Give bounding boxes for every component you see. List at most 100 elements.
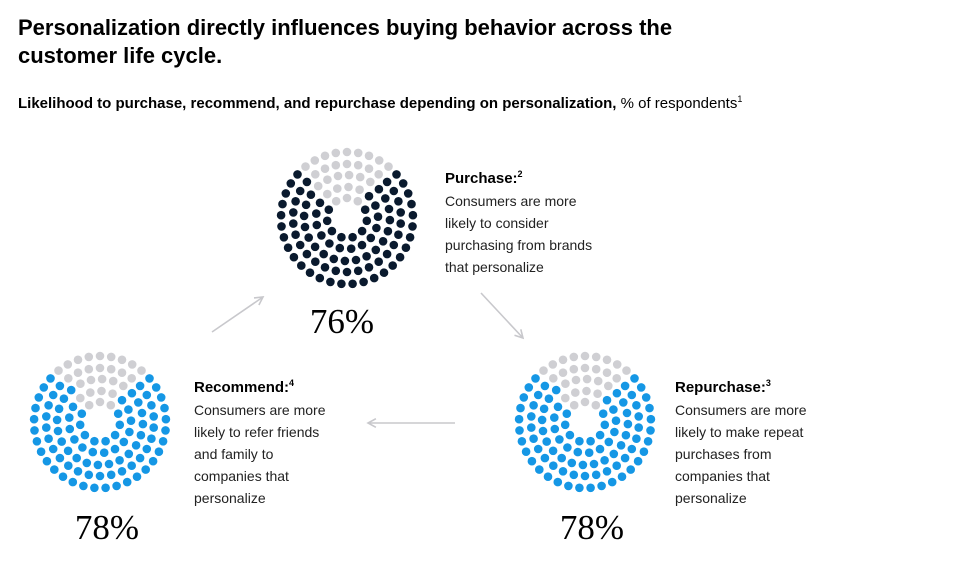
purchase-share-dot: [337, 232, 346, 242]
purchase-share-dot: [385, 215, 395, 225]
purchase-share-dot: [396, 219, 406, 228]
repurchase-share-dot: [630, 374, 639, 383]
purchase-description-line: purchasing from brands: [445, 237, 593, 253]
repurchase-share-dot: [620, 381, 630, 391]
repurchase-share-dot: [595, 444, 605, 454]
purchase-share-dot: [315, 273, 325, 283]
purchase-share-dot: [378, 237, 388, 246]
repurchase-remainder-dot: [561, 379, 570, 389]
purchase-share-dot: [374, 257, 384, 267]
recommend-share-dot: [42, 423, 51, 432]
recommend-share-dot: [161, 426, 170, 435]
repurchase-share-dot: [643, 437, 653, 446]
repurchase-share-dot: [515, 426, 524, 435]
repurchase-share-dot: [632, 401, 641, 410]
purchase-share-dot: [306, 190, 316, 199]
purchase-share-dot: [372, 223, 381, 233]
purchase-remainder-dot: [342, 193, 352, 203]
recommend-share-dot: [147, 401, 156, 410]
recommend-share-dot: [53, 426, 63, 436]
recommend-share-dot: [154, 447, 164, 457]
repurchase-share-dot: [524, 383, 534, 392]
repurchase-share-dot: [634, 412, 643, 421]
recommend-share-dot: [65, 424, 75, 434]
purchase-description: Consumers are more likely to consider pu…: [445, 190, 625, 278]
purchase-remainder-dot: [320, 164, 330, 173]
repurchase-share-dot: [632, 434, 641, 444]
repurchase-remainder-dot: [569, 352, 579, 362]
repurchase-share-dot: [565, 430, 575, 440]
purchase-share-dot: [382, 177, 392, 187]
repurchase-remainder-dot: [539, 366, 548, 375]
purchase-share-dot: [342, 267, 352, 277]
repurchase-description-line: companies that: [675, 468, 770, 484]
recommend-share-dot: [77, 409, 87, 419]
repurchase-remainder-dot: [593, 376, 603, 386]
purchase-share-dot: [403, 189, 413, 198]
repurchase-share-dot: [586, 436, 595, 446]
repurchase-description: Consumers are more likely to make repeat…: [675, 399, 855, 509]
recommend-share-dot: [79, 481, 88, 491]
purchase-remainder-dot: [331, 148, 341, 158]
repurchase-share-dot: [607, 477, 617, 487]
recommend-remainder-dot: [97, 386, 106, 396]
repurchase-share-dot: [527, 423, 536, 432]
purchase-share-dot: [382, 249, 392, 259]
repurchase-share-dot: [586, 483, 595, 493]
dot-circles: [29, 147, 656, 493]
recommend-remainder-dot: [76, 393, 85, 403]
repurchase-heading: Repurchase:3: [675, 372, 855, 399]
purchase-share-dot: [289, 252, 299, 262]
repurchase-share-dot: [602, 467, 612, 476]
purchase-description-line: that personalize: [445, 259, 544, 275]
recommend-share-dot: [48, 390, 58, 400]
purchase-share-dot: [291, 230, 300, 239]
recommend-share-dot: [82, 458, 92, 468]
purchase-share-dot: [359, 277, 368, 287]
repurchase-share-dot: [550, 424, 560, 434]
recommend-share-dot: [59, 394, 69, 404]
recommend-share-dot: [145, 374, 154, 383]
cycle-arrows: [211, 292, 525, 429]
recommend-share-dot: [95, 471, 105, 481]
repurchase-remainder-dot: [569, 364, 579, 374]
purchase-remainder-dot: [333, 184, 342, 193]
purchase-remainder-dot: [310, 156, 320, 165]
repurchase-remainder-dot: [593, 389, 602, 399]
purchase-heading-text: Purchase:: [445, 170, 518, 187]
recommend-share-dot: [31, 403, 40, 413]
purchase-remainder-dot: [333, 171, 343, 181]
repurchase-share-dot: [621, 430, 631, 440]
repurchase-percent: 78%: [559, 508, 625, 547]
recommend-description-line: personalize: [194, 490, 266, 506]
recommend-share-dot: [124, 405, 133, 414]
recommend-remainder-dot: [84, 352, 94, 362]
purchase-remainder-dot: [364, 151, 374, 161]
purchase-share-dot: [312, 220, 322, 230]
repurchase-share-dot: [639, 447, 649, 457]
repurchase-remainder-dot: [580, 363, 590, 373]
recommend-percent: 78%: [74, 508, 140, 547]
repurchase-share-dot: [533, 390, 543, 400]
recommend-remainder-dot: [86, 375, 96, 385]
purchase-share-dot: [293, 170, 302, 179]
repurchase-share-dot: [620, 453, 630, 463]
recommend-remainder-dot: [127, 360, 137, 369]
repurchase-share-dot: [539, 404, 549, 414]
repurchase-share-dot: [527, 412, 536, 421]
repurchase-share-dot: [578, 460, 588, 470]
repurchase-share-dot: [535, 465, 544, 474]
repurchase-share-dot: [540, 453, 550, 463]
recommend-footnote: 4: [289, 378, 295, 388]
purchase-remainder-dot: [342, 159, 352, 169]
recommend-share-dot: [50, 465, 59, 474]
repurchase-share-dot: [626, 465, 635, 474]
recommend-share-dot: [57, 437, 66, 446]
purchase-share-dot: [325, 239, 334, 248]
purchase-share-dot: [337, 279, 346, 289]
recommend-remainder-dot: [76, 379, 85, 389]
purchase-share-dot: [277, 222, 286, 231]
recommend-heading-text: Recommend:: [194, 379, 290, 396]
repurchase-share-dot: [604, 437, 614, 447]
recommend-share-dot: [101, 436, 110, 446]
